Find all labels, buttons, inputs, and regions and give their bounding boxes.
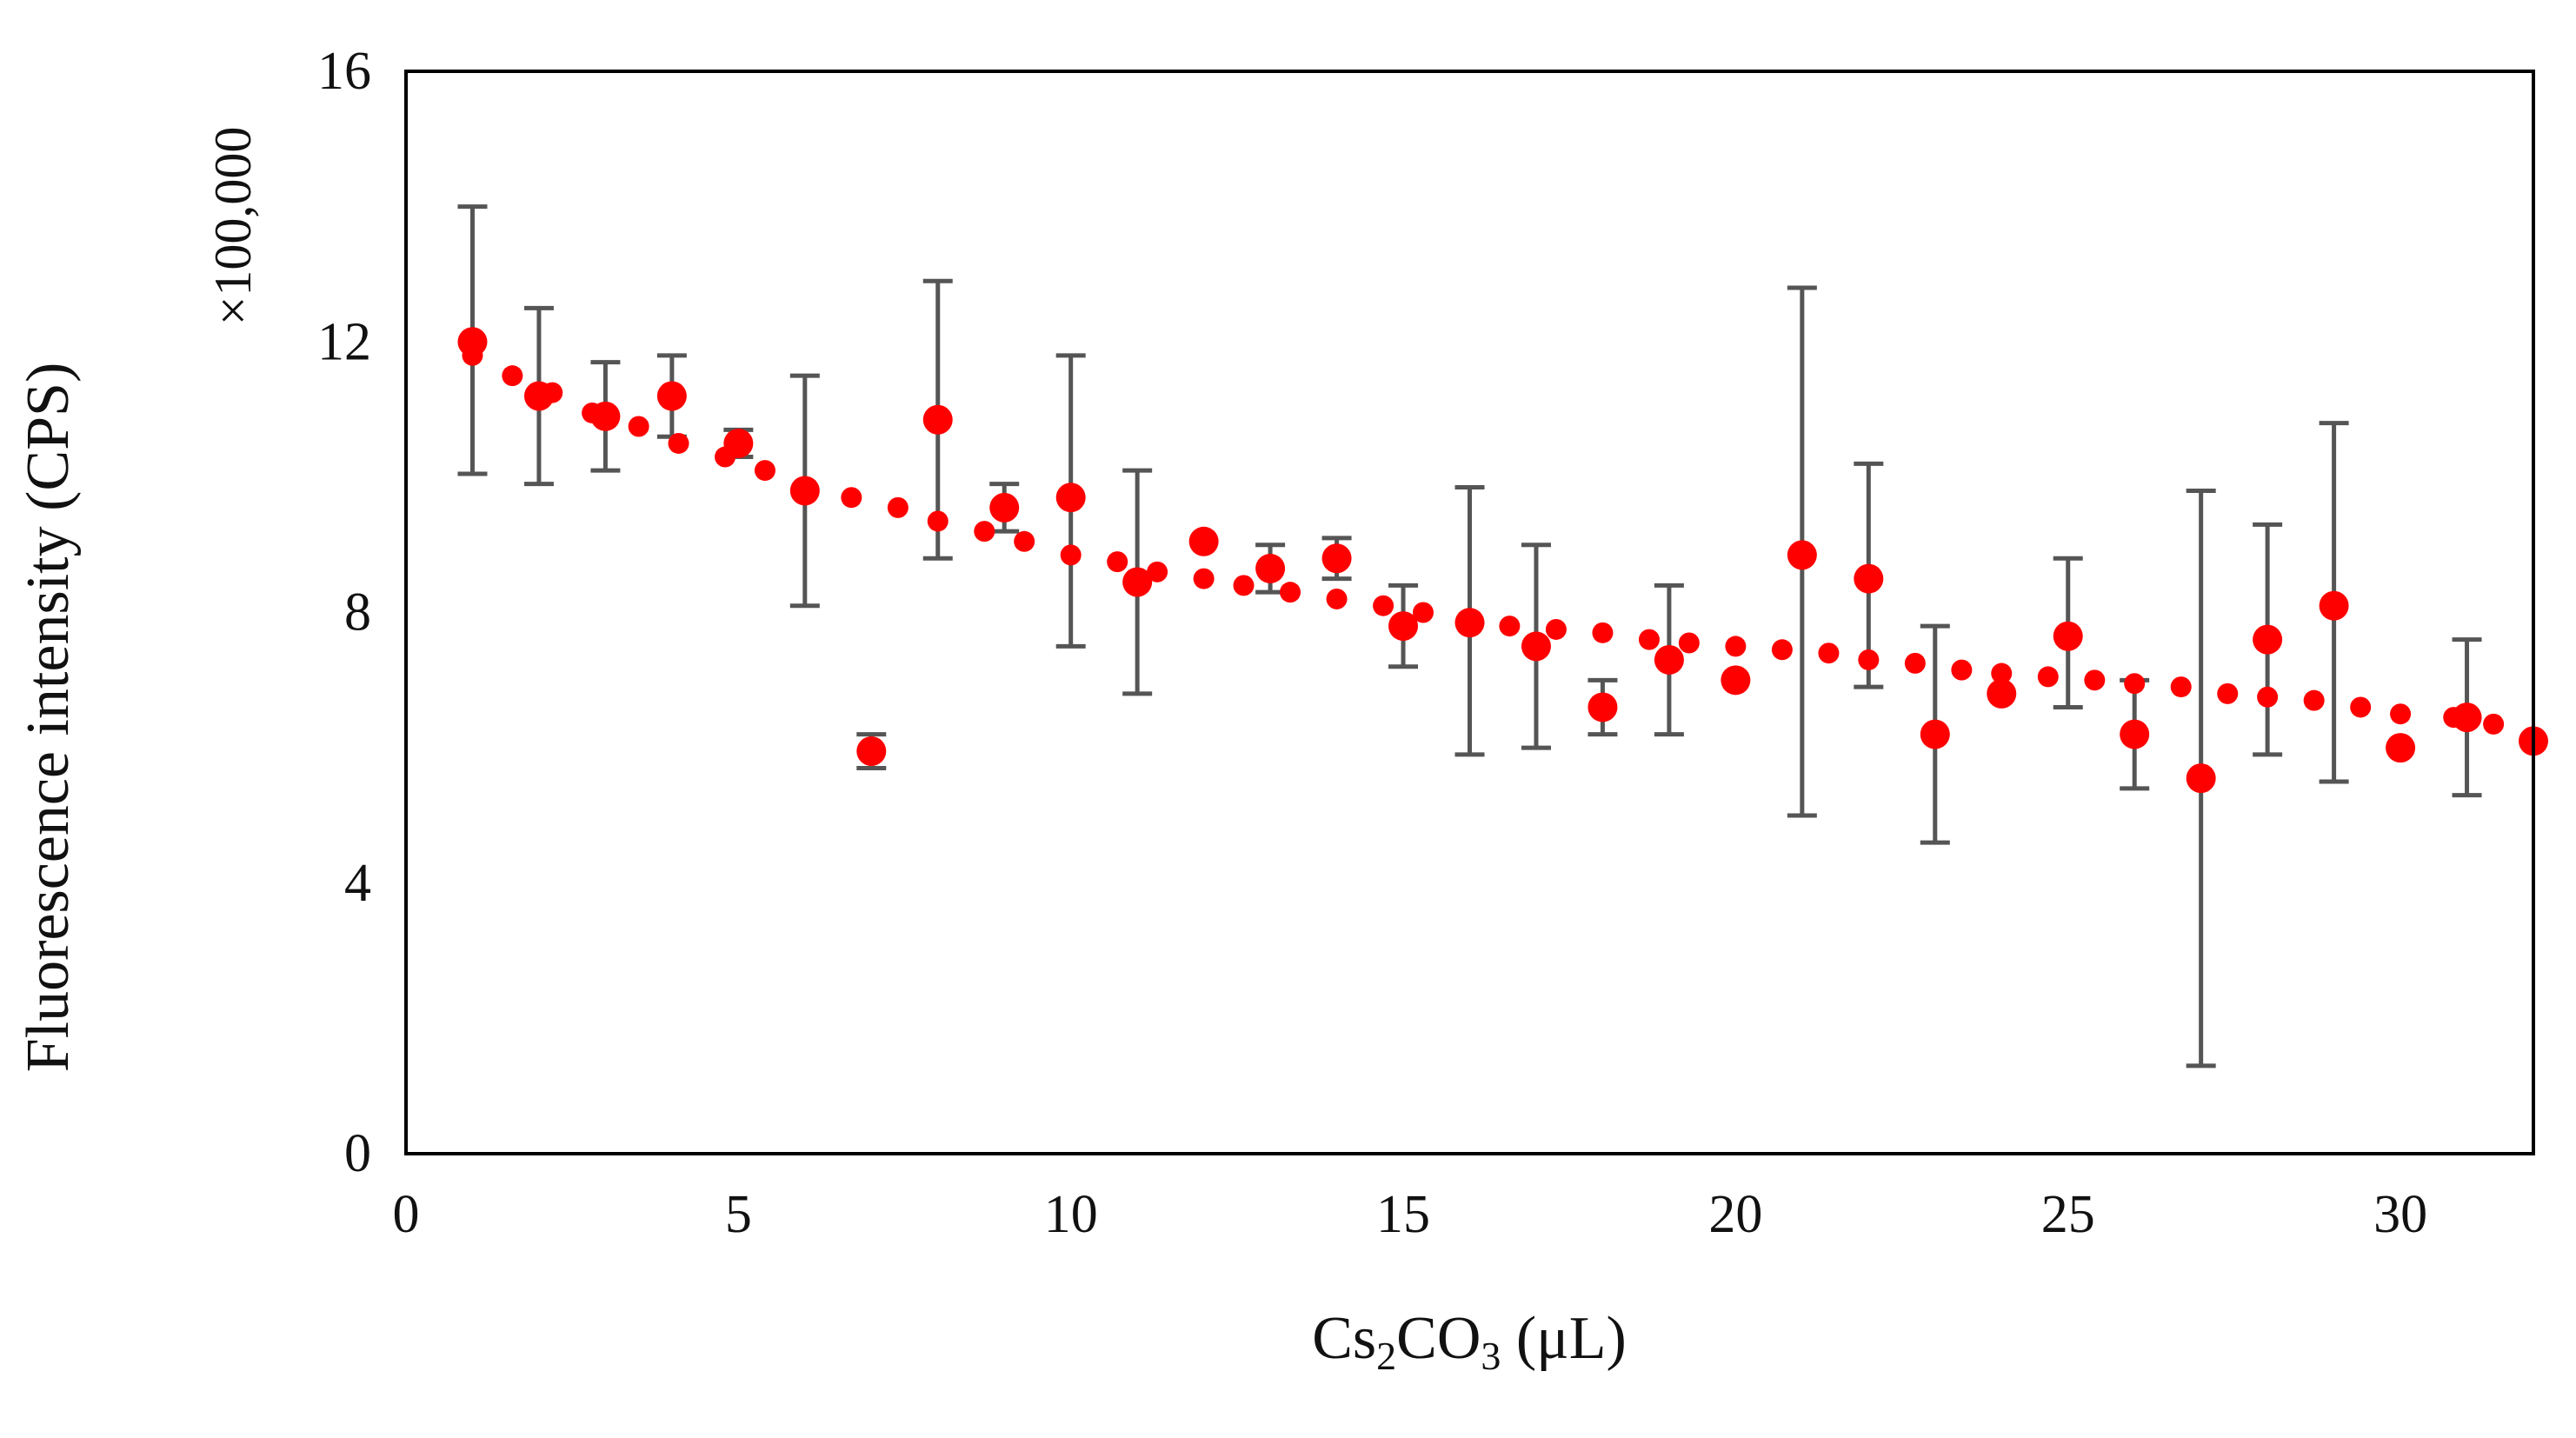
trend-point [2350,696,2372,718]
data-point [1255,553,1286,583]
trend-point [1904,652,1926,674]
trend-point [1858,649,1880,670]
trend-point [1412,602,1434,623]
data-point [457,327,488,357]
trend-point [887,496,909,518]
trend-point [841,487,862,509]
data-point [656,381,687,411]
y-tick-label: 8 [344,583,371,642]
y-tick-label: 12 [317,312,371,371]
y-tick-label: 16 [317,42,371,101]
data-point [989,492,1020,523]
data-point [1388,611,1419,642]
trend-point [1147,561,1168,583]
trend-point [1818,642,1840,664]
data-point [1454,608,1485,638]
trend-point [1233,575,1255,596]
data-point [1920,719,1950,749]
data-point [2186,763,2216,794]
data-point [1787,540,1817,570]
data-point [1055,483,1086,513]
data-point [2053,621,2083,651]
trend-point [1638,629,1660,650]
y-tick-label: 4 [344,854,371,913]
y-tick-label: 0 [344,1124,371,1183]
plot-area-frame [404,70,2535,1155]
data-point [922,404,953,435]
data-point [1521,631,1551,662]
data-point [1721,665,1751,696]
data-point [1854,563,1884,594]
data-point [723,428,754,458]
trend-point [1678,632,1700,654]
x-tick-label: 25 [2041,1185,2095,1244]
trend-point [2124,673,2146,695]
trend-point [2037,666,2059,688]
data-point [1321,543,1352,574]
x-tick-label: 20 [1708,1185,1762,1244]
trend-point [1499,616,1521,637]
x-axis-title: Cs2CO3 (μL) [1312,1305,1627,1378]
trend-point [2217,682,2239,704]
x-tick-label: 15 [1376,1185,1430,1244]
data-point [1987,678,2017,709]
trend-point [1725,636,1747,657]
data-point [590,401,621,431]
trend-point [1107,551,1128,573]
x-axis-title-mid: CO [1396,1305,1481,1372]
data-point [1588,692,1618,722]
trend-point [1014,530,1035,552]
trend-point [1280,582,1301,603]
data-points-layer [457,327,2548,794]
x-axis-title-tail: (μL) [1501,1305,1626,1372]
trend-point [502,365,523,387]
data-point [1122,567,1153,597]
trend-point [927,510,949,532]
y-axis-scale-multiplier: ×100,000 [204,127,262,326]
data-point [523,381,554,411]
x-tick-label: 0 [393,1185,420,1244]
x-axis-title-sub2: 3 [1481,1334,1501,1378]
trend-point [1771,639,1793,661]
y-tick-labels: 0 4 8 12 16 [317,42,371,1183]
trend-point [1326,588,1348,609]
trend-point [1545,618,1567,640]
data-point [2452,702,2482,733]
data-point [856,736,887,767]
trend-point [2303,689,2325,711]
trend-point [1060,544,1082,566]
data-point [2120,719,2150,749]
data-point [2253,624,2283,655]
x-tick-labels: 0 5 10 15 20 25 30 [393,1185,2428,1244]
x-tick-label: 5 [725,1185,752,1244]
trend-point [2084,669,2106,691]
x-axis-title-sub1: 2 [1376,1334,1396,1378]
x-tick-label: 30 [2373,1185,2427,1244]
x-tick-label: 10 [1044,1185,1098,1244]
data-point [1188,526,1219,556]
data-point [2386,733,2416,763]
x-axis-title-main: Cs [1312,1305,1376,1372]
trend-point [1193,568,1215,589]
trend-point [1592,622,1614,643]
data-point [789,476,820,506]
trend-point [2483,713,2505,735]
trend-points-layer [462,344,2544,752]
data-point [2319,590,2349,621]
trend-point [2257,686,2279,708]
trend-point [1373,595,1395,616]
trend-point [668,432,689,454]
trend-point [1991,662,2013,684]
trend-point [2170,676,2192,698]
trend-point [1951,659,1973,681]
trend-point [754,460,775,482]
y-axis-title: Fluorescence intensity (CPS) [15,363,82,1073]
data-point [1654,644,1684,675]
trend-point [628,416,649,437]
trend-point [2390,703,2412,725]
trend-point [974,521,995,543]
